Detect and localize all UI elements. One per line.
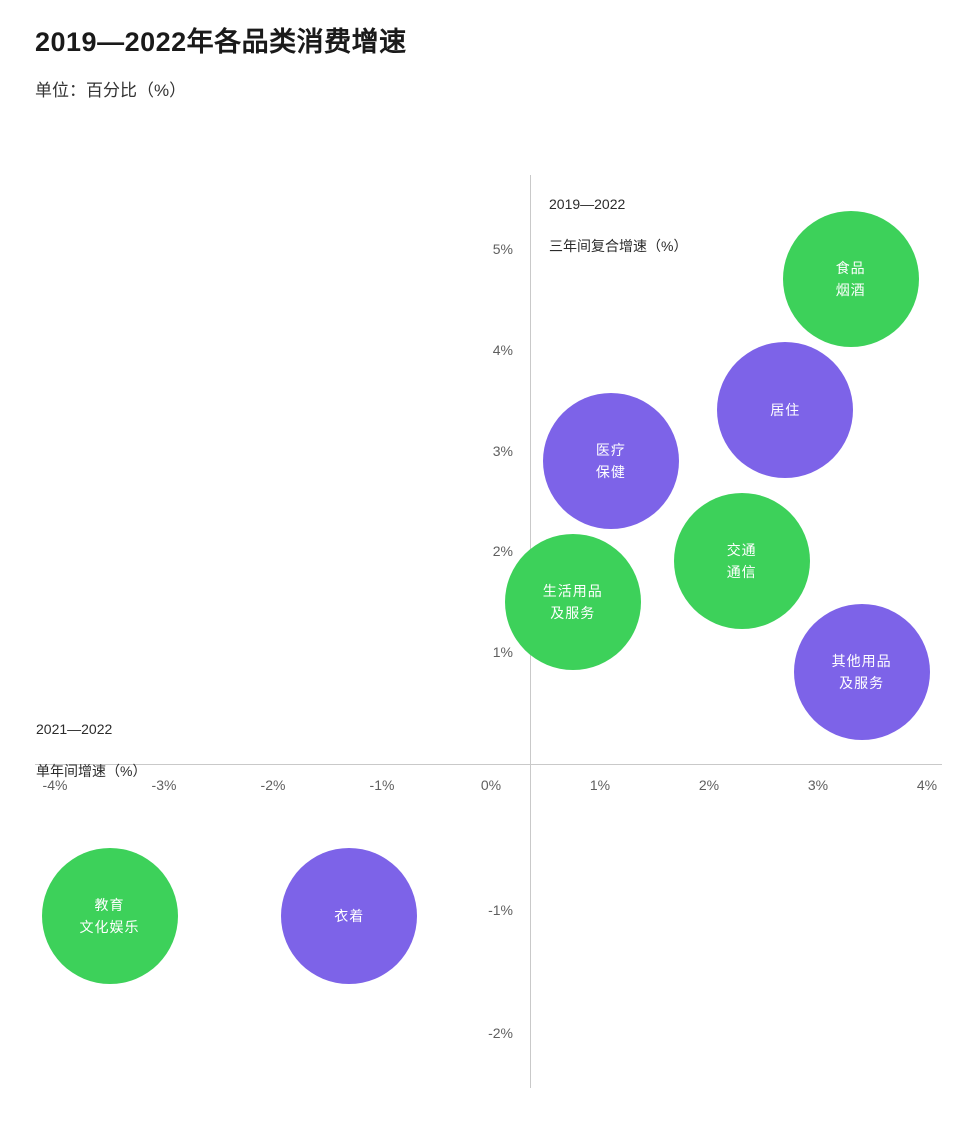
y-tick-label: -2% (488, 1025, 513, 1041)
x-tick-label: 3% (807, 777, 829, 793)
y-axis-title-line1: 2019—2022 (549, 196, 626, 212)
y-tick-label: 1% (492, 644, 513, 661)
bubble-其他用品及服务: 其他用品 及服务 (793, 604, 930, 741)
y-axis-title-line2: 三年间复合增速（%） (549, 238, 688, 254)
bubble-衣着: 衣着 (281, 848, 418, 985)
x-axis-line (35, 764, 942, 765)
x-tick-label: -1% (369, 777, 395, 793)
y-tick-label: 2% (492, 543, 513, 560)
bubble-食品烟酒: 食品 烟酒 (782, 211, 919, 348)
bubble-教育文化娱乐: 教育 文化娱乐 (41, 848, 178, 985)
y-tick-label: 4% (492, 341, 513, 358)
bubble-生活用品及服务: 生活用品 及服务 (504, 533, 641, 670)
y-tick-label: -1% (488, 902, 513, 918)
x-tick-label: -3% (151, 777, 177, 793)
bubble-交通通信: 交通 通信 (673, 493, 810, 630)
x-tick-label: 1% (589, 777, 611, 793)
x-axis-title-line2: 单年间增速（%） (36, 763, 147, 779)
y-tick-label: 3% (492, 442, 513, 459)
x-tick-label: 4% (916, 777, 938, 793)
y-axis-title: 2019—2022 三年间复合增速（%） (549, 173, 687, 278)
x-axis-title-line1: 2021—2022 (36, 721, 113, 737)
x-tick-label: 0% (480, 777, 502, 793)
x-tick-label: -2% (260, 777, 286, 793)
page-title: 2019—2022年各品类消费增速 (35, 27, 407, 57)
bubble-医疗保健: 医疗 保健 (542, 392, 679, 529)
x-tick-label: -4% (42, 777, 68, 793)
x-tick-label: 2% (698, 777, 720, 793)
y-tick-label: 5% (492, 241, 513, 257)
x-axis-title: 2021—2022 单年间增速（%） (36, 698, 146, 803)
unit-note: 单位：百分比（%） (35, 81, 187, 100)
bubble-居住: 居住 (717, 342, 854, 479)
